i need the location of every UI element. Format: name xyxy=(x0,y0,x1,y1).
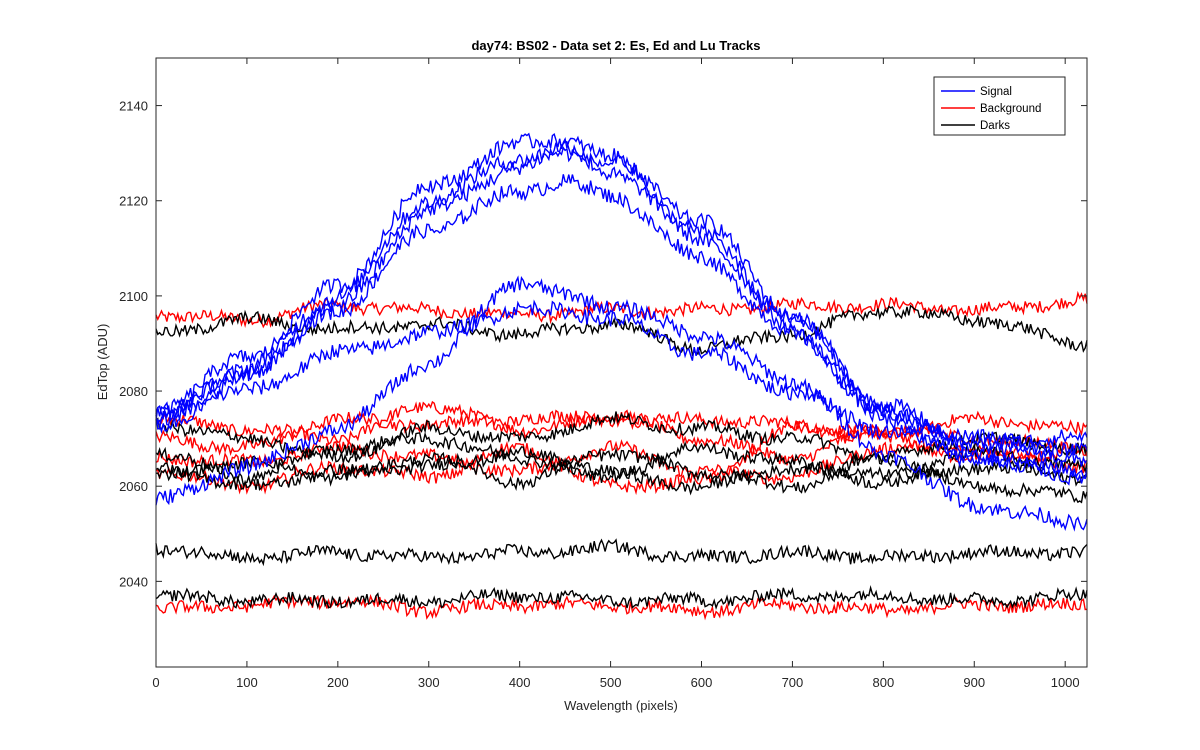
y-tick-label: 2040 xyxy=(119,574,148,589)
x-axis-label: Wavelength (pixels) xyxy=(564,698,678,713)
x-tick-label: 400 xyxy=(509,675,531,690)
series-line-darks-17 xyxy=(155,538,1088,567)
series-line-signal-4 xyxy=(155,275,1088,532)
x-tick-label: 900 xyxy=(963,675,985,690)
x-tick-label: 700 xyxy=(782,675,804,690)
series-line-signal-2 xyxy=(155,132,1088,458)
y-tick-label: 2120 xyxy=(119,194,148,209)
series-line-background-11 xyxy=(155,593,1088,621)
ticks-layer: 0 100 200 300 400 500 600 700 800 900 1000 2040 2060… xyxy=(119,58,1087,690)
y-tick-label: 2060 xyxy=(119,479,148,494)
series-line-signal-3 xyxy=(155,174,1088,451)
legend-label-signal: Signal xyxy=(980,86,1012,98)
x-tick-label: 800 xyxy=(872,675,894,690)
series-line-darks-15 xyxy=(155,446,1088,504)
series-line-darks-16 xyxy=(155,446,1088,496)
legend-label-background: Background xyxy=(980,103,1041,115)
y-tick-label: 2100 xyxy=(119,289,148,304)
chart-title: day74: BS02 - Data set 2: Es, Ed and Lu … xyxy=(471,38,760,53)
x-tick-label: 300 xyxy=(418,675,440,690)
x-tick-label: 500 xyxy=(600,675,622,690)
series-line-signal-5 xyxy=(155,299,1088,486)
x-tick-label: 100 xyxy=(236,675,258,690)
plot-area-frame xyxy=(155,57,1088,668)
y-tick-label: 2080 xyxy=(119,384,148,399)
series-line-darks-18 xyxy=(155,585,1088,611)
x-tick-label: 1000 xyxy=(1051,675,1080,690)
series-line-background-7 xyxy=(155,400,1088,446)
series-layer xyxy=(155,132,1088,621)
y-tick-label: 2140 xyxy=(119,99,148,114)
series-line-signal-0 xyxy=(155,140,1088,480)
x-tick-label: 600 xyxy=(691,675,713,690)
series-line-darks-13 xyxy=(155,411,1088,465)
y-axis-label: EdTop (ADU) xyxy=(95,324,110,401)
series-line-darks-14 xyxy=(155,430,1088,487)
x-tick-label: 200 xyxy=(327,675,349,690)
series-line-darks-12 xyxy=(155,304,1088,357)
x-tick-label: 0 xyxy=(152,675,159,690)
legend: Signal Background Darks xyxy=(933,76,1066,136)
legend-label-darks: Darks xyxy=(980,120,1010,132)
